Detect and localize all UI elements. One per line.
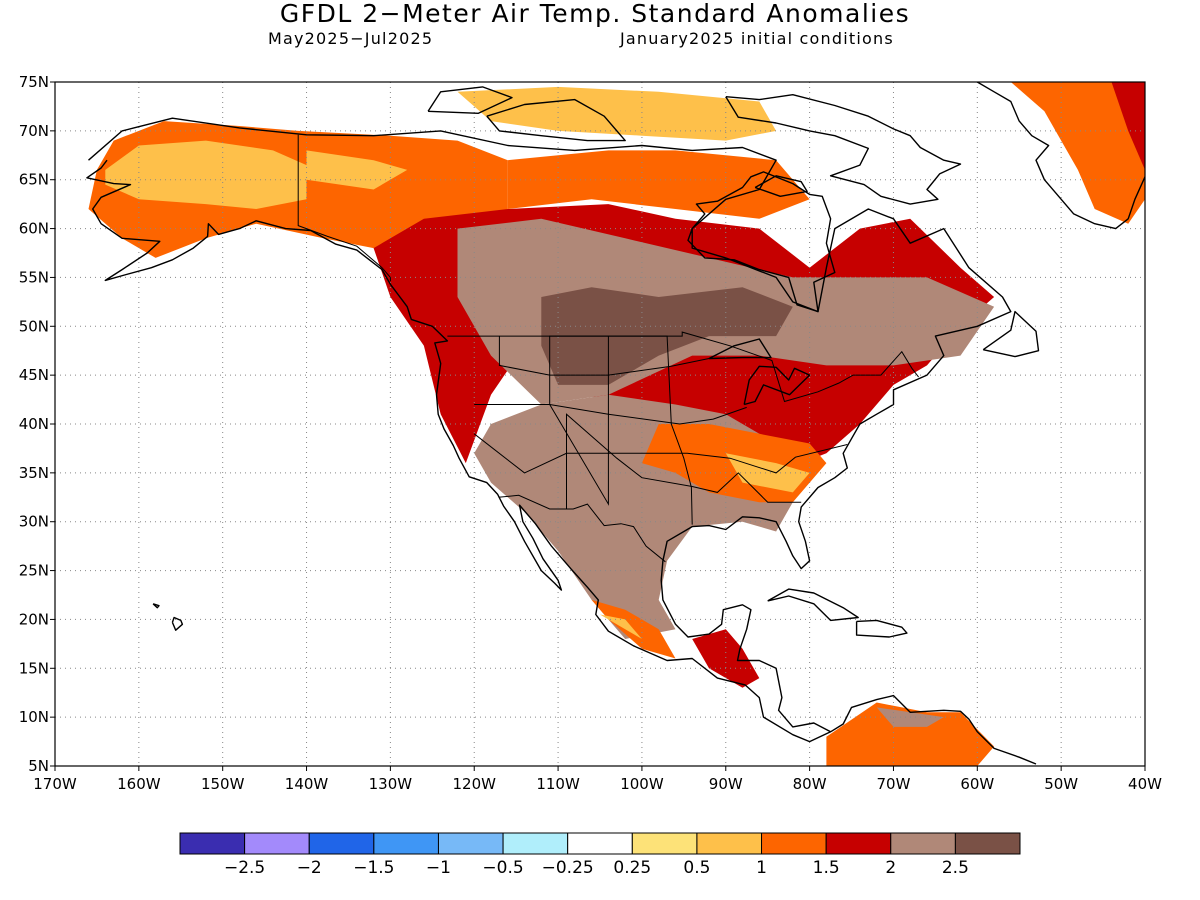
state-lines-mid — [473, 433, 848, 474]
colorbar-label: −2 — [297, 858, 322, 878]
state-lines-south — [566, 413, 802, 509]
lat-tick-label: 35N — [19, 464, 49, 482]
map-title: GFDL 2−Meter Air Temp. Standard Anomalie… — [279, 0, 911, 28]
lon-tick-label: 70W — [877, 775, 911, 793]
colorbar-swatch — [502, 832, 569, 855]
lon-tick-label: 80W — [793, 775, 827, 793]
lat-tick-label: 15N — [19, 659, 49, 677]
lon-tick-label: 170W — [33, 775, 77, 793]
cuba — [767, 588, 859, 622]
colorbar-swatch — [954, 832, 1021, 855]
lon-tick-label: 40W — [1128, 775, 1162, 793]
hispaniola — [855, 619, 908, 638]
lat-tick-label: 10N — [19, 708, 49, 726]
colorbar-swatch — [244, 832, 310, 855]
anomaly-central-america-red — [692, 629, 760, 688]
lon-tick-label: 150W — [201, 775, 245, 793]
state-lines-north — [498, 336, 710, 376]
anomaly-greenland-red — [1111, 82, 1145, 170]
lat-tick-label: 45N — [19, 366, 49, 384]
hawaii-small — [152, 603, 160, 609]
lon-tick-label: 50W — [1044, 775, 1078, 793]
colorbar-label: 2 — [885, 858, 896, 878]
anomaly-south-america-warm — [826, 702, 995, 766]
colorbar-legend: −2.5 −2 −1.5 −1 −0.5 −0.25 0.25 0.5 1 1.5 2 2.5 — [179, 832, 1021, 878]
southampton — [754, 175, 808, 198]
us-mexico-border — [498, 494, 666, 563]
lon-tick-label: 100W — [620, 775, 664, 793]
colorbar-swatch — [179, 832, 246, 855]
colorbar-swatch — [825, 832, 892, 855]
colorbar-label: −0.5 — [482, 858, 523, 878]
colorbar-swatch — [567, 832, 633, 855]
forecast-period: May2025−Jul2025 — [268, 29, 434, 48]
initial-conditions: January2025 initial conditions — [620, 29, 894, 48]
axis-ticks: 170W 160W 150W 140W 130W 120W 110W 100W 90W 80W 70… — [19, 73, 1162, 793]
lon-tick-label: 60W — [960, 775, 994, 793]
colorbar-swatch — [308, 832, 375, 855]
north-america-coast — [88, 117, 1037, 765]
colorbar-label: 1 — [756, 858, 767, 878]
anomaly-alaska-interior — [105, 140, 307, 209]
lon-tick-label: 130W — [369, 775, 413, 793]
colorbar-swatch — [373, 832, 439, 855]
lat-tick-label: 60N — [19, 220, 49, 238]
lat-tick-label: 30N — [19, 513, 49, 531]
anomaly-yukon-warm — [306, 150, 408, 190]
colorbar-label: 0.5 — [683, 858, 710, 878]
lat-tick-label: 20N — [19, 610, 49, 628]
hawaii-big — [171, 616, 184, 631]
banks-island — [427, 86, 513, 115]
colorbar-label: 0.25 — [613, 858, 651, 878]
lat-tick-label: 5N — [28, 757, 49, 775]
lat-tick-label: 75N — [19, 73, 49, 91]
state-lines-west — [474, 404, 747, 425]
great-lakes-superior — [708, 338, 772, 360]
victoria-island — [486, 98, 626, 142]
us-canada-49 — [447, 331, 919, 403]
lat-tick-label: 40N — [19, 415, 49, 433]
state-lines-vertical — [549, 335, 693, 525]
lat-tick-label: 65N — [19, 171, 49, 189]
lat-tick-label: 55N — [19, 268, 49, 286]
anomaly-regions — [88, 82, 1145, 766]
colorbar-swatch — [890, 832, 956, 855]
colorbar-label: −1 — [426, 858, 451, 878]
hudson-bay — [687, 171, 836, 313]
coastlines — [86, 82, 1145, 765]
colorbar-label: 1.5 — [813, 858, 840, 878]
colorbar-swatch — [437, 832, 504, 855]
map-gridlines — [55, 82, 1145, 766]
colorbar-label: 2.5 — [942, 858, 969, 878]
colorbar-swatch — [761, 832, 827, 855]
great-lakes-michigan-huron — [743, 365, 811, 406]
newfoundland — [982, 310, 1040, 358]
colorbar-label: −0.25 — [542, 858, 594, 878]
colorbar-swatch — [631, 832, 698, 855]
anomaly-greenland-warm — [1010, 82, 1145, 224]
lat-tick-label: 25N — [19, 562, 49, 580]
canada-us-border — [297, 134, 391, 282]
colorbar-swatch — [696, 832, 763, 855]
colorbar-label: −1.5 — [353, 858, 394, 878]
lon-tick-label: 90W — [709, 775, 743, 793]
baffin-island — [725, 93, 962, 205]
political-borders — [297, 134, 919, 563]
anomaly-arctic-islands — [457, 86, 777, 141]
anomaly-nw-territories-warm — [507, 150, 810, 219]
lon-tick-label: 120W — [452, 775, 496, 793]
lon-tick-label: 160W — [117, 775, 161, 793]
lon-tick-label: 110W — [536, 775, 580, 793]
lat-tick-label: 70N — [19, 122, 49, 140]
west-coast — [86, 159, 831, 743]
colorbar-label: −2.5 — [224, 858, 265, 878]
lat-tick-label: 50N — [19, 317, 49, 335]
lon-tick-label: 140W — [285, 775, 329, 793]
greenland-coast — [976, 82, 1145, 230]
